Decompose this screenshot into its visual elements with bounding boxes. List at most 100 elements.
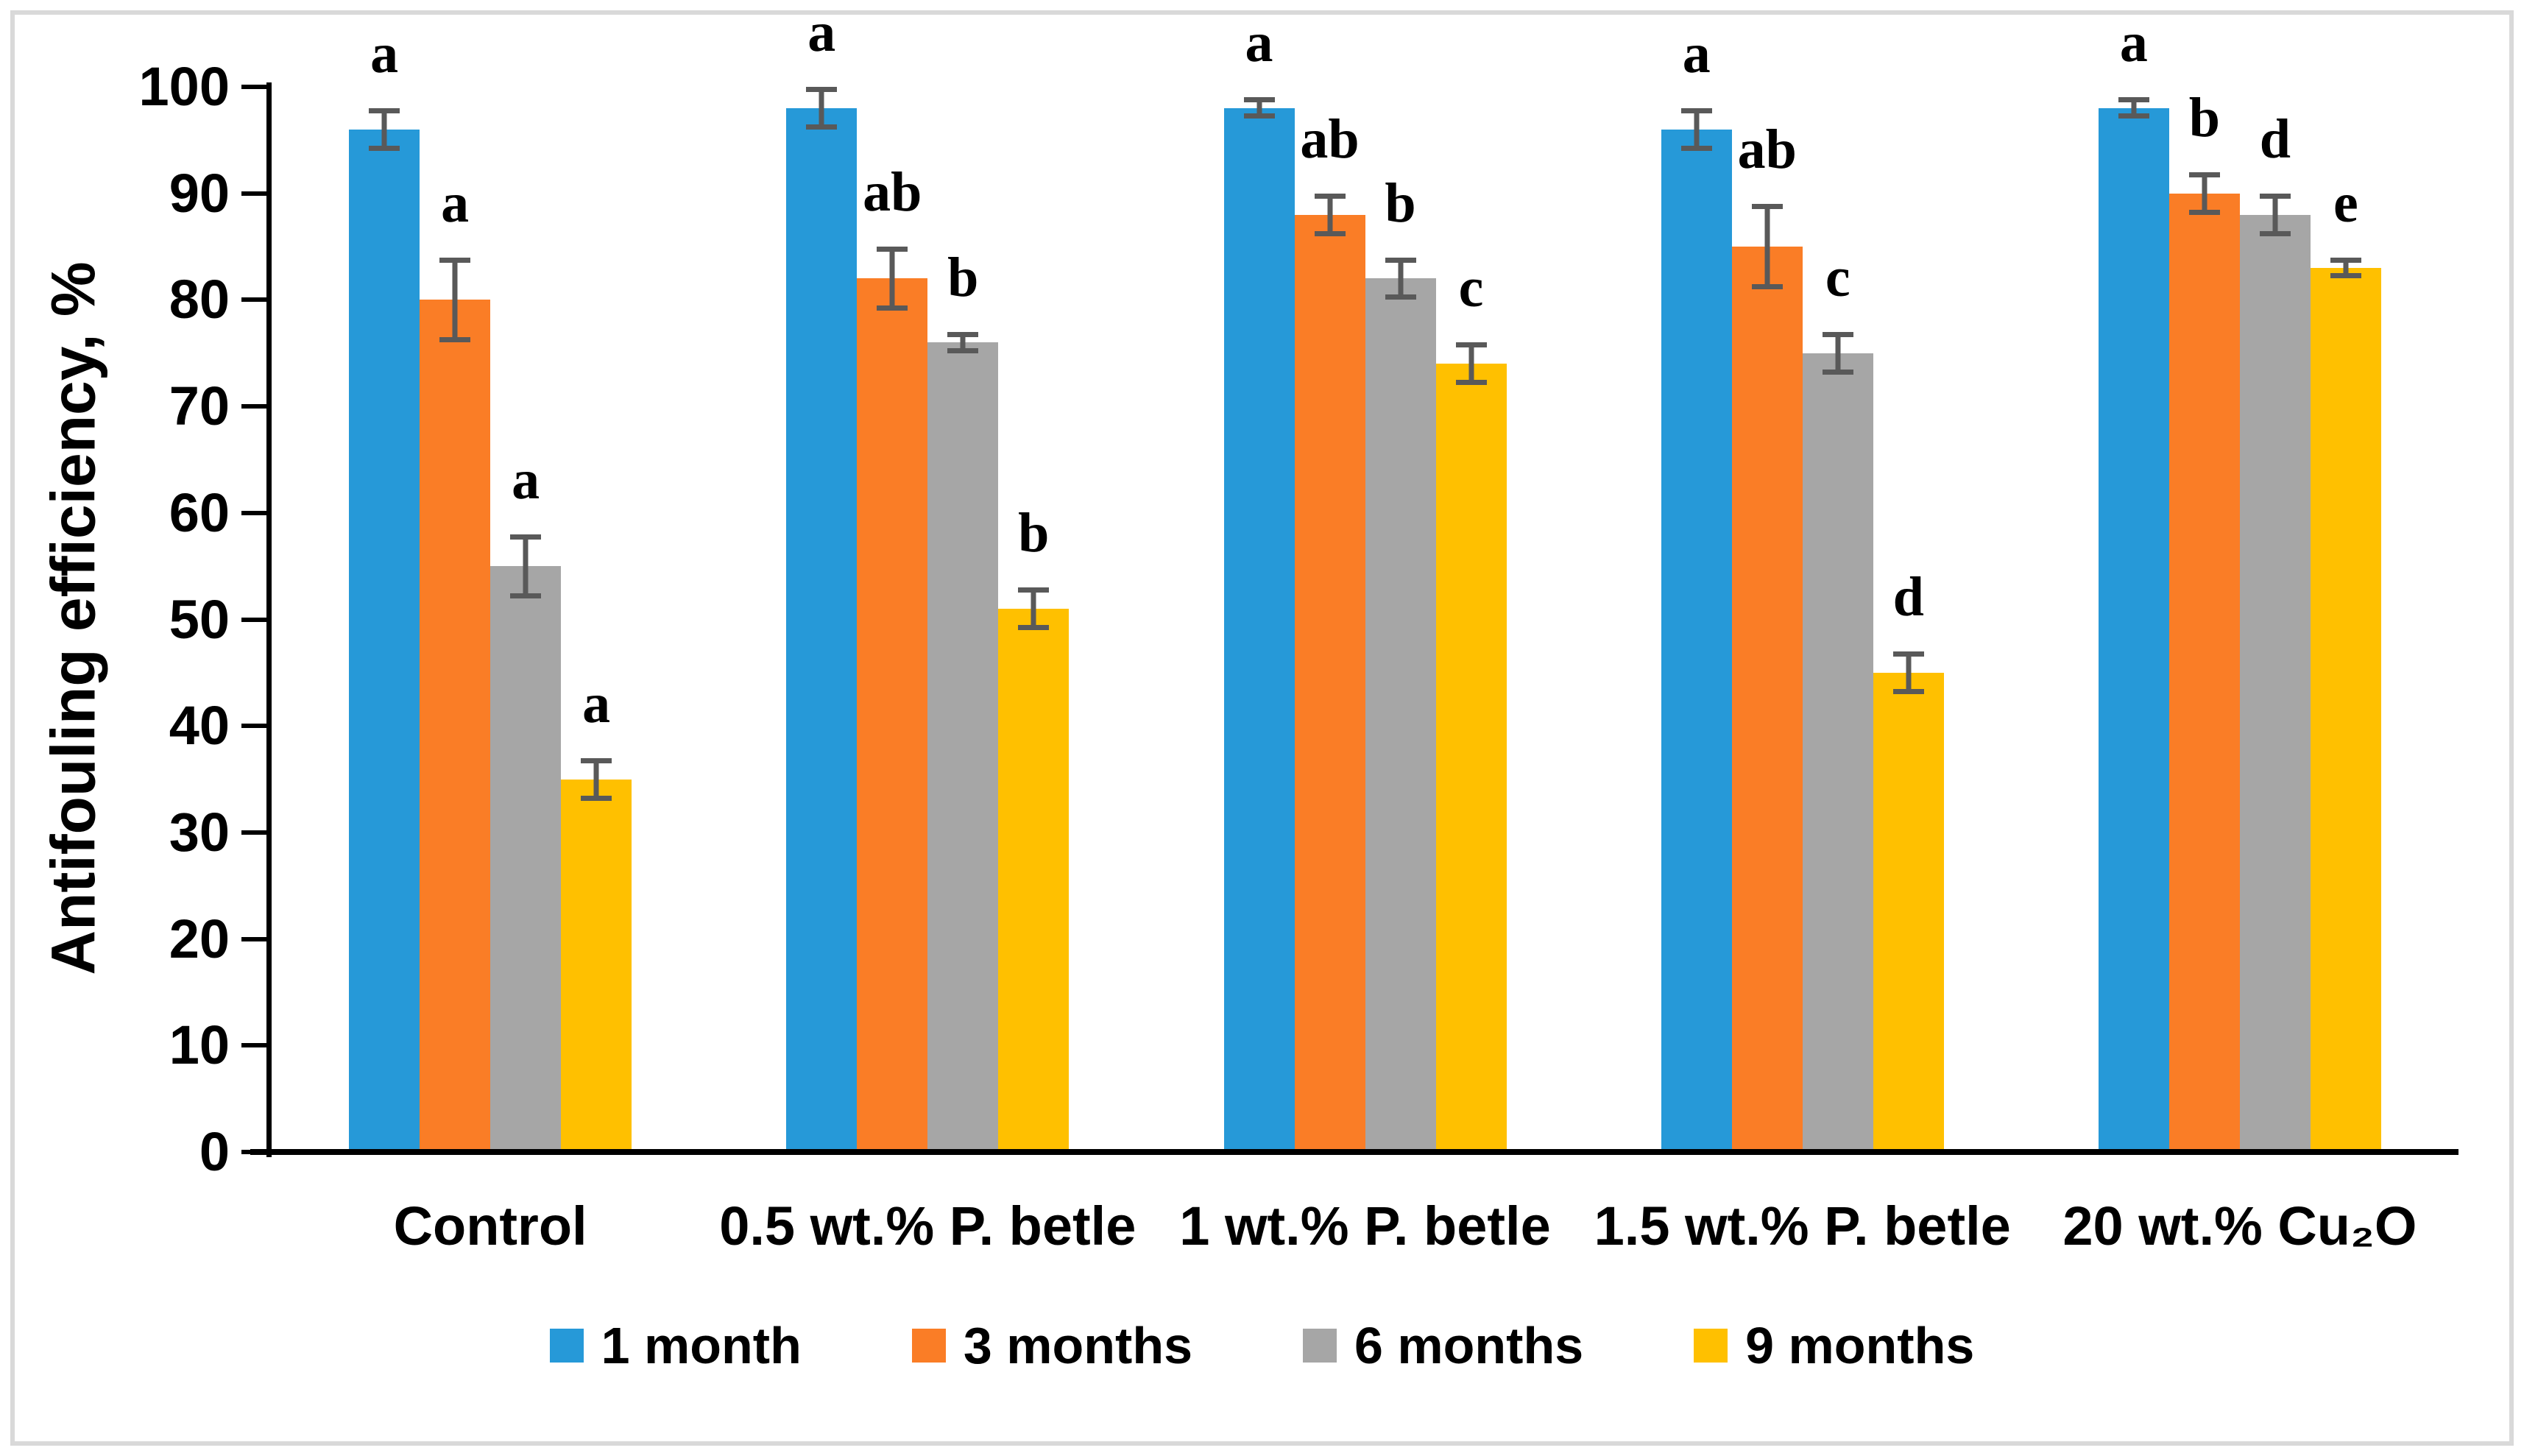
bar-9-months[interactable]	[998, 609, 1070, 1152]
significance-letter: a	[441, 172, 470, 234]
error-bar	[2118, 97, 2149, 119]
error-bar	[2259, 193, 2291, 236]
error-bar	[1822, 331, 1853, 375]
significance-letter: ab	[1300, 107, 1360, 170]
error-bar	[1751, 204, 1783, 289]
error-bar	[1243, 97, 1275, 119]
category-group: a ab b b 0.5 wt.% P. betle	[709, 1, 1146, 1257]
error-bar	[1892, 651, 1924, 694]
x-axis-category-label: 1.5 wt.% P. betle	[1594, 1195, 2011, 1257]
bar-6-months[interactable]	[2239, 214, 2311, 1152]
error-bar	[1314, 193, 1346, 236]
bar-9-months[interactable]	[1873, 672, 1944, 1152]
error-bar	[1018, 587, 1050, 630]
significance-letter: b	[2188, 86, 2221, 149]
significance-letter: e	[2333, 172, 2358, 234]
x-axis-category-label: 20 wt.% Cu₂O	[2062, 1195, 2417, 1257]
legend-item[interactable]: 9 months	[1694, 1316, 1974, 1375]
bar-1-month[interactable]	[1223, 107, 1295, 1152]
y-axis-tick-label: 70	[169, 375, 230, 437]
error-bar	[877, 247, 908, 311]
y-axis-tick-label: 50	[169, 588, 230, 650]
significance-letter: ab	[863, 161, 922, 224]
legend-item[interactable]: 3 months	[911, 1316, 1193, 1375]
legend-label: 6 months	[1354, 1317, 1584, 1374]
significance-letter: c	[1825, 246, 1850, 308]
bar-3-months[interactable]	[420, 300, 491, 1152]
error-bar	[369, 107, 400, 151]
legend-swatch-icon	[1694, 1329, 1728, 1363]
bar-1-month[interactable]	[349, 129, 420, 1152]
y-axis-tick-mark	[241, 85, 266, 89]
y-axis-tick-label: 90	[169, 162, 230, 224]
bar-6-months[interactable]	[490, 566, 562, 1152]
bar-6-months[interactable]	[927, 342, 999, 1152]
bar-3-months[interactable]	[1731, 247, 1803, 1152]
error-bar	[439, 257, 471, 343]
bar-6-months[interactable]	[1365, 278, 1436, 1152]
error-bar	[2188, 172, 2220, 215]
y-axis-tick-mark	[241, 617, 266, 622]
bar-9-months[interactable]	[1435, 364, 1507, 1152]
plot-area: a a a a Control a ab b b 0.5 wt.% P. betle a ab b c 1 …	[272, 1, 2458, 1257]
bar-9-months[interactable]	[2310, 268, 2381, 1152]
error-bar	[1455, 342, 1487, 386]
legend: 1 month 3 months 6 months 9 months	[0, 1316, 2524, 1375]
legend-swatch-icon	[549, 1329, 584, 1363]
bar-3-months[interactable]	[1294, 214, 1365, 1152]
bar-3-months[interactable]	[2168, 193, 2240, 1152]
legend-swatch-icon	[1303, 1329, 1337, 1363]
y-axis-tick-mark	[241, 297, 266, 303]
bar-3-months[interactable]	[857, 278, 928, 1152]
category-group: a b d e 20 wt.% Cu₂O	[2021, 12, 2458, 1257]
bar-1-month[interactable]	[2098, 107, 2169, 1152]
significance-letter: d	[1892, 565, 1924, 628]
error-bar	[1385, 257, 1416, 300]
error-bar	[510, 534, 542, 598]
bar-1-month[interactable]	[786, 107, 858, 1152]
significance-letter: a	[807, 1, 836, 63]
category-group: a ab c d 1.5 wt.% P. betle	[1584, 23, 2021, 1257]
significance-letter: b	[947, 246, 979, 308]
y-axis-tick-label: 20	[169, 908, 230, 969]
y-axis-tick-label: 100	[138, 56, 230, 117]
y-axis-tick-mark	[241, 404, 266, 409]
significance-letter: d	[2259, 107, 2291, 170]
y-axis-line	[266, 82, 272, 1157]
y-axis-tick-label: 0	[199, 1121, 230, 1182]
x-axis-category-label: Control	[393, 1195, 587, 1257]
legend-label: 1 month	[601, 1317, 802, 1374]
error-bar	[806, 87, 838, 130]
legend-item[interactable]: 1 month	[549, 1316, 802, 1375]
x-axis-line	[250, 1149, 2458, 1155]
bar-9-months[interactable]	[561, 779, 632, 1152]
category-group: a ab b c 1 wt.% P. betle	[1146, 12, 1583, 1257]
significance-letter: b	[1018, 502, 1050, 565]
bar-1-month[interactable]	[1661, 129, 1732, 1152]
y-axis-tick-label: 60	[169, 481, 230, 543]
legend-swatch-icon	[911, 1329, 946, 1363]
y-axis-tick-mark	[241, 830, 266, 835]
y-axis-tick-mark	[241, 1043, 266, 1048]
y-axis-tick-label: 80	[169, 269, 230, 331]
significance-letter: a	[512, 448, 540, 511]
significance-letter: b	[1385, 172, 1416, 234]
legend-label: 9 months	[1745, 1317, 1975, 1374]
bar-6-months[interactable]	[1802, 353, 1873, 1152]
y-axis-tick-mark	[241, 936, 266, 941]
significance-letter: a	[370, 22, 399, 85]
x-axis-category-label: 1 wt.% P. betle	[1179, 1195, 1551, 1257]
significance-letter: a	[1245, 12, 1273, 74]
error-bar	[947, 331, 979, 353]
y-axis-tick-mark	[241, 724, 266, 729]
significance-letter: a	[582, 672, 611, 735]
legend-label: 3 months	[963, 1317, 1193, 1374]
y-axis-tick-mark	[241, 510, 266, 515]
y-axis-tick-label: 40	[169, 695, 230, 757]
y-axis-tick-mark	[241, 191, 266, 196]
y-axis-tick-label: 30	[169, 801, 230, 863]
y-axis-tick-label: 10	[169, 1014, 230, 1076]
significance-letter: c	[1458, 257, 1484, 319]
significance-letter: ab	[1737, 119, 1797, 181]
legend-item[interactable]: 6 months	[1303, 1316, 1583, 1375]
